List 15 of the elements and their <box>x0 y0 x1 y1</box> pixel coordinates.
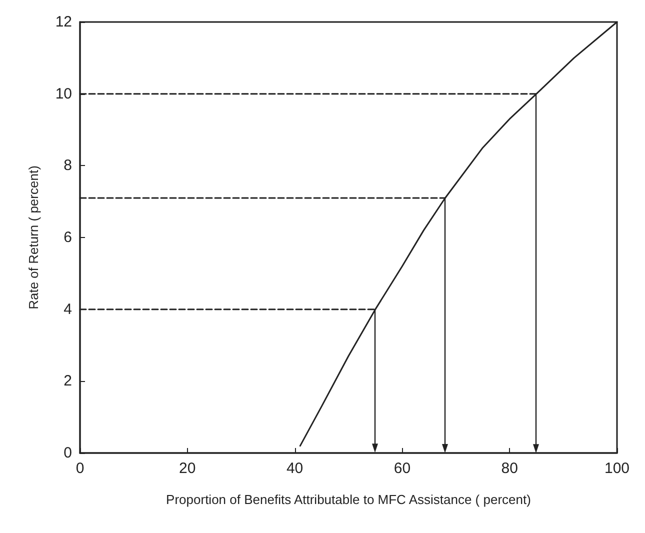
y-tick-label: 12 <box>55 14 72 30</box>
y-tick-label: 2 <box>64 372 72 390</box>
y-tick-label: 0 <box>64 444 72 462</box>
x-tick-label: 0 <box>76 460 84 477</box>
y-tick-label: 4 <box>64 300 72 318</box>
x-tick-label: 80 <box>501 460 518 477</box>
x-tick-label: 60 <box>394 460 411 477</box>
y-axis-title: Rate of Return ( percent) <box>26 166 41 310</box>
x-axis-title: Proportion of Benefits Attributable to MFC Assistance ( percent) <box>166 492 531 507</box>
x-tick-label: 100 <box>604 460 630 477</box>
y-tick-label: 6 <box>64 229 72 246</box>
y-tick-label: 8 <box>64 157 72 174</box>
x-tick-label: 40 <box>286 460 304 477</box>
y-tick-label: 10 <box>55 85 72 102</box>
x-tick-label: 20 <box>179 460 196 477</box>
